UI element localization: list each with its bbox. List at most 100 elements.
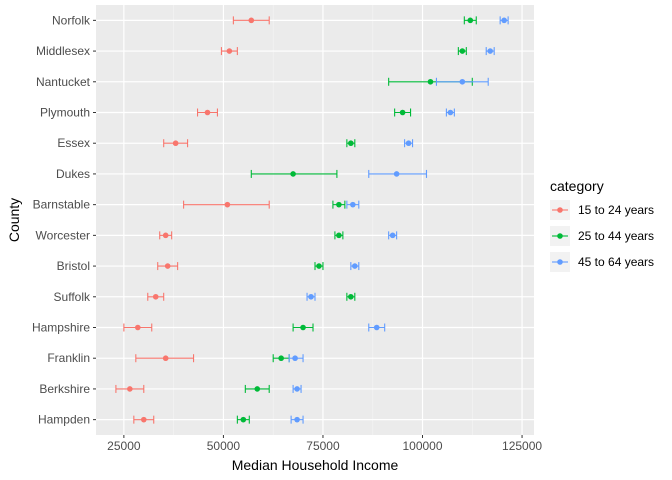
data-point xyxy=(294,416,300,423)
x-axis: 25000 50000 75000 100000 125000 xyxy=(107,435,542,453)
data-point xyxy=(278,355,284,362)
data-point xyxy=(447,109,454,116)
data-point xyxy=(389,232,396,239)
errorbar-group xyxy=(220,47,238,56)
x-tick-label: 75000 xyxy=(306,439,340,453)
errorbar-group xyxy=(445,108,455,117)
data-point xyxy=(162,355,169,362)
data-point xyxy=(352,263,358,269)
y-tick-label: Nantucket xyxy=(36,75,91,89)
data-point xyxy=(135,324,141,331)
data-point xyxy=(373,324,380,331)
data-point xyxy=(393,171,400,177)
legend-label: 15 to 24 years xyxy=(578,203,654,217)
legend-key xyxy=(550,226,570,246)
errorbar-group xyxy=(232,16,270,25)
data-point xyxy=(459,48,466,54)
errorbar-group xyxy=(457,47,467,56)
legend-key-point xyxy=(557,259,563,265)
y-tick-label: Barnstable xyxy=(33,198,91,212)
data-point xyxy=(226,48,233,54)
minor-gridlines xyxy=(173,5,473,435)
errorbar-group xyxy=(306,292,316,301)
data-point xyxy=(459,78,466,85)
data-point xyxy=(348,140,354,147)
errorbar-group xyxy=(346,200,360,209)
data-point xyxy=(224,201,231,208)
errorbar-group xyxy=(236,415,250,424)
errorbar-group xyxy=(133,415,155,424)
errorbar-group xyxy=(332,200,346,209)
errorbar-group xyxy=(485,47,495,56)
data-point xyxy=(487,48,494,54)
data-point xyxy=(290,171,296,177)
errorbar-group xyxy=(147,292,165,301)
errorbar-group xyxy=(292,323,314,332)
data-point xyxy=(316,263,322,269)
legend: category 15 to 24 years 25 to 44 years 45 … xyxy=(550,178,654,272)
errorbar-group xyxy=(346,292,356,301)
errorbar-group xyxy=(388,231,398,240)
x-tick-label: 50000 xyxy=(207,439,241,453)
x-axis-title: Median Household Income xyxy=(232,457,399,473)
errorbar-group xyxy=(123,323,153,332)
data-point xyxy=(336,232,342,239)
y-tick-label: Hampden xyxy=(38,413,90,427)
data-point xyxy=(348,293,354,300)
errorbar-group xyxy=(157,262,179,271)
data-point xyxy=(294,386,300,392)
errorbar-group xyxy=(334,231,344,240)
y-tick-label: Norfolk xyxy=(52,13,91,27)
y-tick-label: Worcester xyxy=(36,228,90,242)
data-point xyxy=(204,109,211,116)
errorbar-group xyxy=(290,415,304,424)
data-marks xyxy=(115,16,509,424)
plot-panel xyxy=(96,5,534,435)
errorbar-group xyxy=(368,169,428,178)
data-point xyxy=(164,263,171,269)
errorbar-group xyxy=(394,108,412,117)
errorbar-group xyxy=(368,323,386,332)
errorbar-group xyxy=(115,384,145,393)
errorbar-group xyxy=(499,16,509,25)
y-tick-label: Hampshire xyxy=(32,321,90,335)
x-tick-label: 100000 xyxy=(402,439,442,453)
errorbar-group xyxy=(250,169,338,178)
legend-key-point xyxy=(557,233,563,239)
y-tick-label: Berkshire xyxy=(39,382,90,396)
y-tick-label: Bristol xyxy=(57,259,90,273)
errorbar-group xyxy=(346,139,356,148)
y-tick-label: Plymouth xyxy=(40,106,90,120)
errorbar-group xyxy=(404,139,414,148)
y-tick-label: Middlesex xyxy=(36,44,90,58)
data-point xyxy=(300,324,306,331)
errorbar-group xyxy=(288,354,304,363)
y-tick-label: Suffolk xyxy=(54,290,91,304)
data-point xyxy=(399,109,406,116)
data-point xyxy=(405,140,412,147)
data-point xyxy=(127,386,133,392)
errorbar-group xyxy=(435,77,489,86)
errorbar-group xyxy=(159,231,173,240)
y-axis: Hampden Berkshire Franklin Hampshire Suffolk… xyxy=(32,13,96,427)
legend-key xyxy=(550,200,570,220)
errorbar-group xyxy=(463,16,477,25)
data-point xyxy=(140,416,147,423)
data-point xyxy=(427,78,434,85)
data-point xyxy=(162,232,169,239)
data-point xyxy=(350,201,356,208)
legend-label: 25 to 44 years xyxy=(578,229,654,243)
data-point xyxy=(501,17,507,24)
data-point xyxy=(467,17,474,24)
data-point xyxy=(240,416,247,423)
y-tick-label: Franklin xyxy=(47,351,90,365)
errorbar-group xyxy=(314,262,324,271)
errorbar-group xyxy=(292,384,302,393)
errorbar-group xyxy=(163,139,189,148)
data-point xyxy=(336,201,342,208)
x-tick-label: 25000 xyxy=(107,439,141,453)
data-point xyxy=(172,140,179,147)
data-point xyxy=(254,386,261,392)
data-point xyxy=(152,293,159,300)
